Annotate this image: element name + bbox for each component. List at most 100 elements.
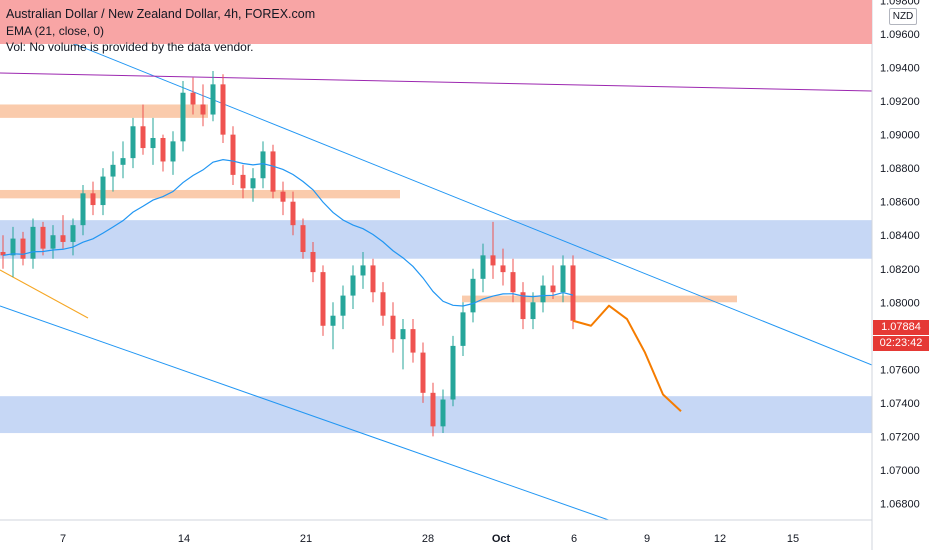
candle — [30, 218, 36, 269]
candle — [10, 226, 16, 278]
price-tick-label: 1.08800 — [880, 163, 920, 175]
candle-body — [470, 278, 476, 313]
candle-body — [310, 252, 316, 273]
candle — [510, 258, 516, 303]
candle — [570, 255, 576, 330]
ema-line — [2, 159, 574, 307]
price-tick-label: 1.07400 — [880, 398, 920, 410]
candle-body — [10, 238, 16, 256]
candle-body — [250, 178, 256, 189]
candle-body — [230, 134, 236, 175]
chart-title: Australian Dollar / New Zealand Dollar, … — [6, 7, 316, 21]
candle — [160, 134, 166, 172]
candle — [180, 81, 186, 152]
candle — [350, 265, 356, 309]
candle-body — [40, 226, 46, 249]
candle-body — [500, 265, 506, 273]
candle-body — [390, 315, 396, 340]
candle — [560, 255, 566, 303]
ema-legend[interactable]: EMA (21, close, 0) — [6, 24, 105, 38]
price-tick-label: 1.09400 — [880, 63, 920, 75]
candle — [340, 285, 346, 330]
price-tick-label: 1.08200 — [880, 264, 920, 276]
candle — [240, 164, 246, 199]
candle — [50, 225, 56, 259]
time-tick-label: 9 — [644, 533, 650, 545]
candle-body — [460, 312, 466, 346]
supply-zone — [0, 104, 208, 118]
candle-body — [200, 104, 206, 115]
candle — [500, 248, 506, 286]
candle — [450, 335, 456, 407]
candle-body — [350, 275, 356, 296]
supply-zone — [0, 189, 400, 199]
candle-body — [540, 285, 546, 303]
price-tick-label: 1.07000 — [880, 465, 920, 477]
candle-body — [370, 265, 376, 293]
candle-body — [340, 295, 346, 316]
candle-body — [70, 225, 76, 242]
demand-zone — [0, 220, 872, 259]
candle-body — [220, 84, 226, 135]
candle — [390, 302, 396, 353]
candle — [520, 282, 526, 330]
candle-body — [240, 174, 246, 189]
candle — [270, 144, 276, 199]
projection-polyline — [572, 304, 682, 412]
candle — [90, 181, 96, 216]
candle-body — [0, 252, 6, 256]
time-tick-label: Oct — [492, 533, 511, 545]
time-tick-label: 12 — [714, 533, 726, 545]
price-tick-label: 1.07600 — [880, 364, 920, 376]
time-tick-label: 28 — [422, 533, 434, 545]
candle-body — [30, 226, 36, 259]
candle — [460, 302, 466, 356]
candle-body — [560, 265, 566, 293]
demand-zone — [0, 396, 872, 434]
candle-body — [270, 151, 276, 192]
candle — [110, 151, 116, 192]
candle-body — [170, 141, 176, 162]
annotation-zones — [0, 104, 872, 434]
channel-lower-line — [0, 305, 611, 520]
channel-upper-line — [0, 13, 872, 366]
candle-body — [400, 329, 406, 340]
currency-label: NZD — [889, 8, 917, 25]
candle — [290, 191, 296, 236]
candle — [120, 141, 126, 179]
price-tick-label: 1.08000 — [880, 297, 920, 309]
price-tick-label: 1.09000 — [880, 130, 920, 142]
candle-body — [210, 84, 216, 115]
candle-body — [150, 138, 156, 149]
candle — [380, 282, 386, 326]
candle — [200, 84, 206, 127]
supply-zone — [462, 295, 737, 303]
candle-body — [140, 126, 146, 149]
candle-body — [290, 201, 296, 226]
candle-body — [20, 238, 26, 259]
candle — [220, 74, 226, 144]
candle-body — [570, 265, 576, 321]
minor-trendline — [0, 269, 89, 319]
candle — [540, 275, 546, 313]
candle — [20, 231, 26, 266]
price-tick-label: 1.06800 — [880, 498, 920, 510]
candle-body — [490, 255, 496, 266]
candle — [130, 117, 136, 169]
candle-body — [160, 138, 166, 162]
header-band — [0, 0, 872, 44]
time-tick-label: 21 — [300, 533, 312, 545]
price-tick-label: 1.07200 — [880, 431, 920, 443]
ema-polyline — [2, 159, 574, 307]
candle — [260, 141, 266, 189]
candle — [410, 319, 416, 363]
candle — [100, 168, 106, 216]
candle-body — [300, 225, 306, 252]
candle — [140, 104, 146, 155]
candlestick-series — [0, 70, 576, 437]
resistance-line — [0, 72, 872, 92]
candle — [300, 218, 306, 259]
candle-body — [440, 399, 446, 427]
time-tick-label: 14 — [178, 533, 190, 545]
